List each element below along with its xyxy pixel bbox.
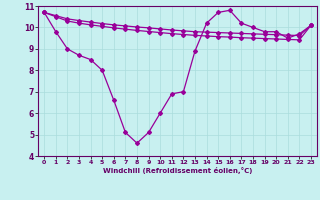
X-axis label: Windchill (Refroidissement éolien,°C): Windchill (Refroidissement éolien,°C) <box>103 167 252 174</box>
